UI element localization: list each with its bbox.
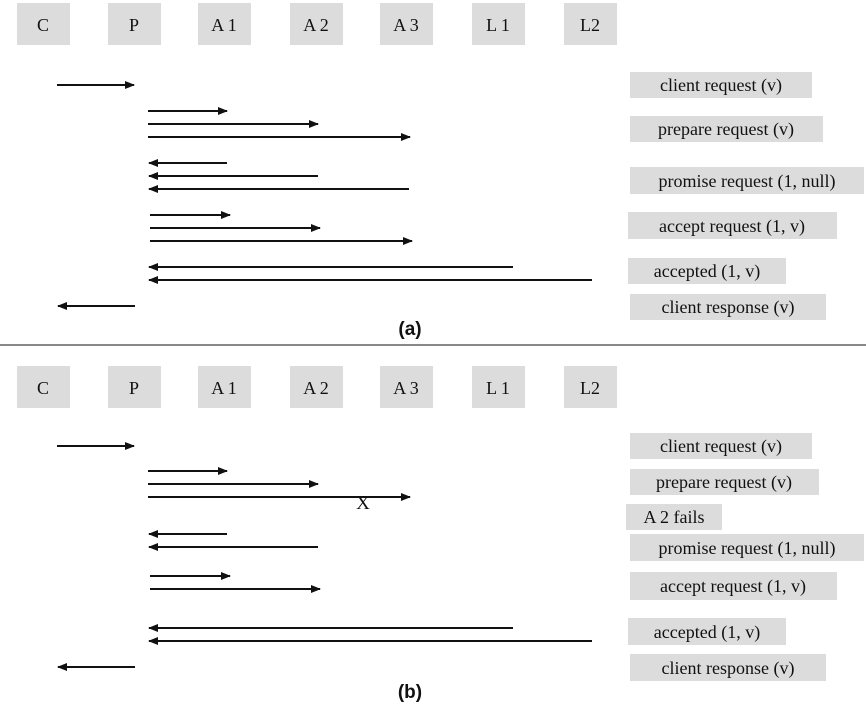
actor-a1: A 1 (198, 366, 251, 408)
actor-label: L2 (580, 15, 600, 35)
label-client-request: client request (v) (660, 436, 782, 457)
messages-b: X (57, 442, 592, 671)
label-accept-request: accept request (1, v) (659, 216, 805, 237)
actor-label: A 2 (303, 15, 329, 35)
label-promise-request: promise request (1, null) (659, 538, 836, 559)
actor-label: A 1 (211, 378, 237, 398)
actor-c: C (17, 3, 70, 45)
actor-a3: A 3 (380, 366, 433, 408)
label-client-response: client response (v) (662, 658, 795, 679)
panel-a-caption: (a) (398, 319, 421, 340)
actor-label: A 3 (393, 378, 419, 398)
actor-label: P (129, 15, 139, 35)
labels-a: client request (v) prepare request (v) p… (628, 72, 864, 320)
actor-l1: L 1 (472, 366, 525, 408)
actor-label: A 2 (303, 378, 329, 398)
actor-l2: L2 (564, 3, 617, 45)
actor-label: P (129, 378, 139, 398)
actor-a2: A 2 (290, 366, 343, 408)
label-prepare-request: prepare request (v) (656, 472, 792, 493)
actor-label: L 1 (486, 378, 510, 398)
label-accepted: accepted (1, v) (654, 622, 760, 643)
actor-l2: L2 (564, 366, 617, 408)
actor-label: L 1 (486, 15, 510, 35)
actor-a2: A 2 (290, 3, 343, 45)
actor-label: A 1 (211, 15, 237, 35)
panel-b: C P A 1 A 2 A 3 L 1 (17, 366, 864, 703)
actor-label: C (37, 15, 49, 35)
actor-header-a: C P A 1 A 2 A 3 L 1 (17, 3, 617, 45)
label-promise-request: promise request (1, null) (659, 171, 836, 192)
actor-label: L2 (580, 378, 600, 398)
actor-label: A 3 (393, 15, 419, 35)
actor-p: P (108, 366, 161, 408)
labels-b: client request (v) prepare request (v) A… (626, 433, 864, 681)
actor-c: C (17, 366, 70, 408)
actor-a3: A 3 (380, 3, 433, 45)
actor-header-b: C P A 1 A 2 A 3 L 1 (17, 366, 617, 408)
label-accept-request: accept request (1, v) (660, 576, 806, 597)
label-accepted: accepted (1, v) (654, 261, 760, 282)
panel-b-caption: (b) (398, 682, 422, 703)
failure-x-mark: X (356, 493, 370, 514)
actor-l1: L 1 (472, 3, 525, 45)
actor-label: C (37, 378, 49, 398)
actor-a1: A 1 (198, 3, 251, 45)
label-prepare-request: prepare request (v) (658, 119, 794, 140)
actor-p: P (108, 3, 161, 45)
messages-a (57, 81, 592, 310)
label-client-response: client response (v) (662, 297, 795, 318)
label-a2-fails: A 2 fails (644, 507, 705, 527)
label-client-request: client request (v) (660, 75, 782, 96)
panel-a: C P A 1 A 2 A 3 L 1 (17, 3, 864, 340)
